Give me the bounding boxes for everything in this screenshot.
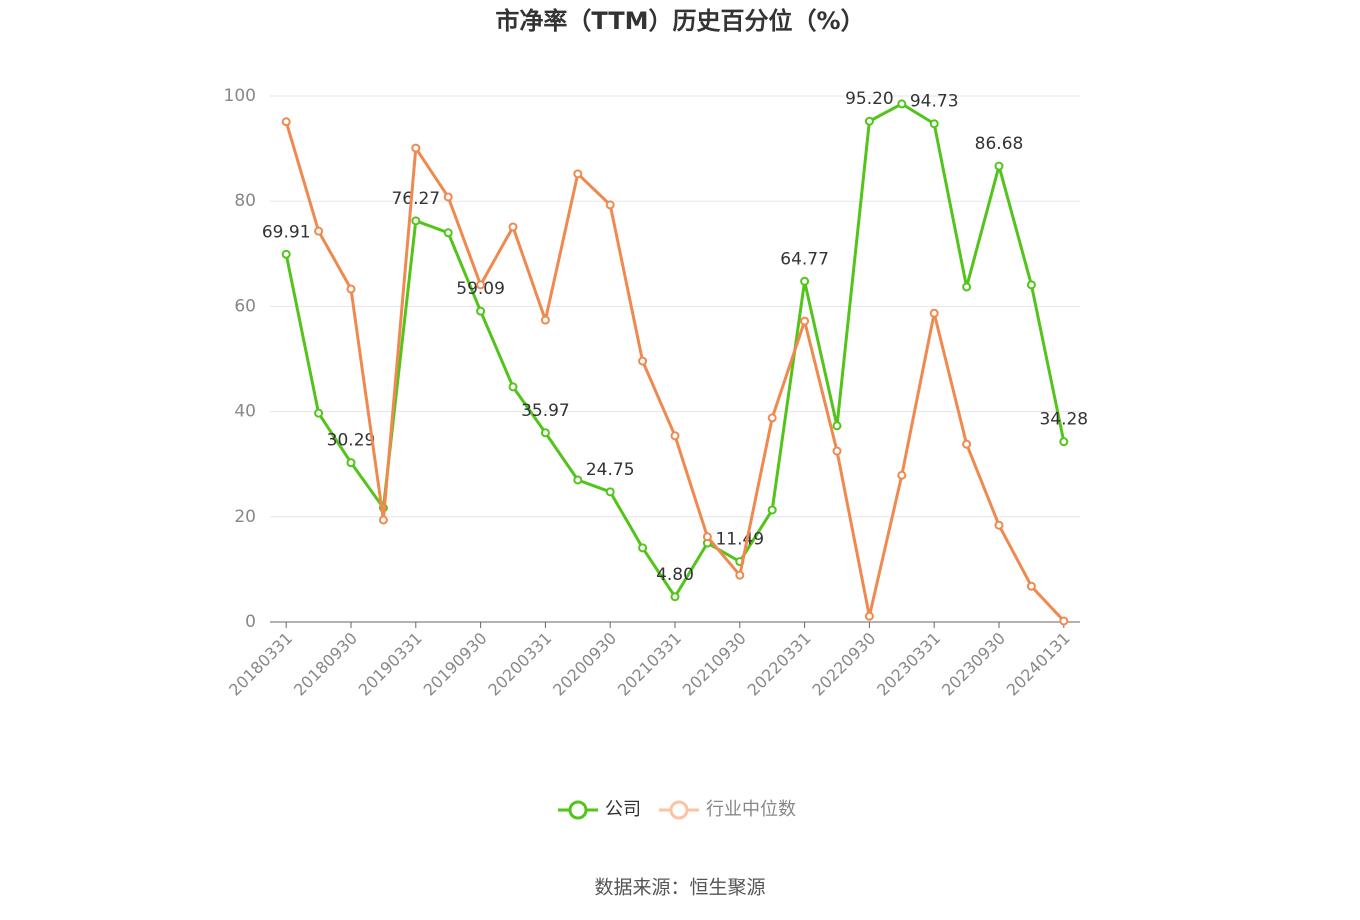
data-point [443,192,453,202]
y-tick-label: 80 [234,191,256,211]
data-point [476,306,486,316]
data-label: 35.97 [521,401,570,421]
data-point [443,228,453,238]
data-label: 95.20 [845,89,894,109]
data-point [897,99,907,109]
data-point [864,611,874,621]
data-point [800,316,810,326]
data-point [767,413,777,423]
data-label: 94.73 [910,92,959,112]
legend-label: 行业中位数 [706,799,796,820]
data-point [670,592,680,602]
data-label: 64.77 [780,249,829,269]
data-point [605,487,615,497]
data-point [1026,280,1036,290]
data-point [929,119,939,129]
data-label: 69.91 [262,222,311,242]
data-point [411,143,421,153]
data-point [281,117,291,127]
data-point [832,421,842,431]
data-point [346,284,356,294]
data-point [767,505,777,515]
data-point [508,382,518,392]
x-tick-label: 20220331 [744,629,815,700]
y-tick-label: 20 [234,507,256,527]
data-point [540,315,550,325]
y-tick-label: 100 [224,86,256,106]
x-tick-label: 20190331 [355,629,426,700]
x-tick-label: 20210331 [614,629,685,700]
legend-marker [669,800,689,820]
data-point [670,431,680,441]
data-point [929,308,939,318]
data-point [605,200,615,210]
data-point [638,356,648,366]
data-point [540,428,550,438]
data-point [864,116,874,126]
data-point [702,532,712,542]
x-tick-label: 20180331 [225,629,296,700]
chart-title: 市净率（TTM）历史百分位（%） [495,7,864,35]
data-point [314,408,324,418]
data-label: 4.80 [656,565,694,585]
data-point [508,222,518,232]
data-point [1059,437,1069,447]
data-point [962,439,972,449]
y-tick-label: 40 [234,402,256,422]
data-point [476,280,486,290]
data-point [573,475,583,485]
data-point [897,470,907,480]
data-point [994,520,1004,530]
legend-marker [568,800,588,820]
data-point [1059,616,1069,626]
data-label: 30.29 [327,431,376,451]
data-point [1026,581,1036,591]
source-note: 数据来源：恒生聚源 [594,877,765,899]
data-point [281,249,291,259]
x-tick-label: 20230930 [938,629,1009,700]
data-point [832,446,842,456]
data-point [800,276,810,286]
data-label: 34.28 [1039,410,1088,430]
x-tick-label: 20230331 [873,629,944,700]
x-tick-label: 20180930 [290,629,361,700]
x-tick-label: 20190930 [420,629,491,700]
data-point [346,458,356,468]
x-tick-label: 20200930 [549,629,620,700]
data-point [411,216,421,226]
legend-label: 公司 [605,799,641,820]
data-point [994,161,1004,171]
data-point [962,282,972,292]
x-tick-label: 20200331 [484,629,555,700]
y-tick-label: 60 [234,296,256,316]
data-point [573,169,583,179]
data-label: 76.27 [391,189,440,209]
data-label: 11.49 [715,530,764,550]
x-tick-label: 20220930 [808,629,879,700]
x-tick-label: 20210930 [679,629,750,700]
x-tick-label: 20240131 [1003,629,1074,700]
data-point [378,515,388,525]
data-label: 24.75 [586,460,635,480]
data-label: 86.68 [975,134,1024,154]
data-point [638,543,648,553]
y-tick-label: 0 [245,612,256,632]
data-point [314,226,324,236]
data-point [735,570,745,580]
series-line [284,102,1066,599]
